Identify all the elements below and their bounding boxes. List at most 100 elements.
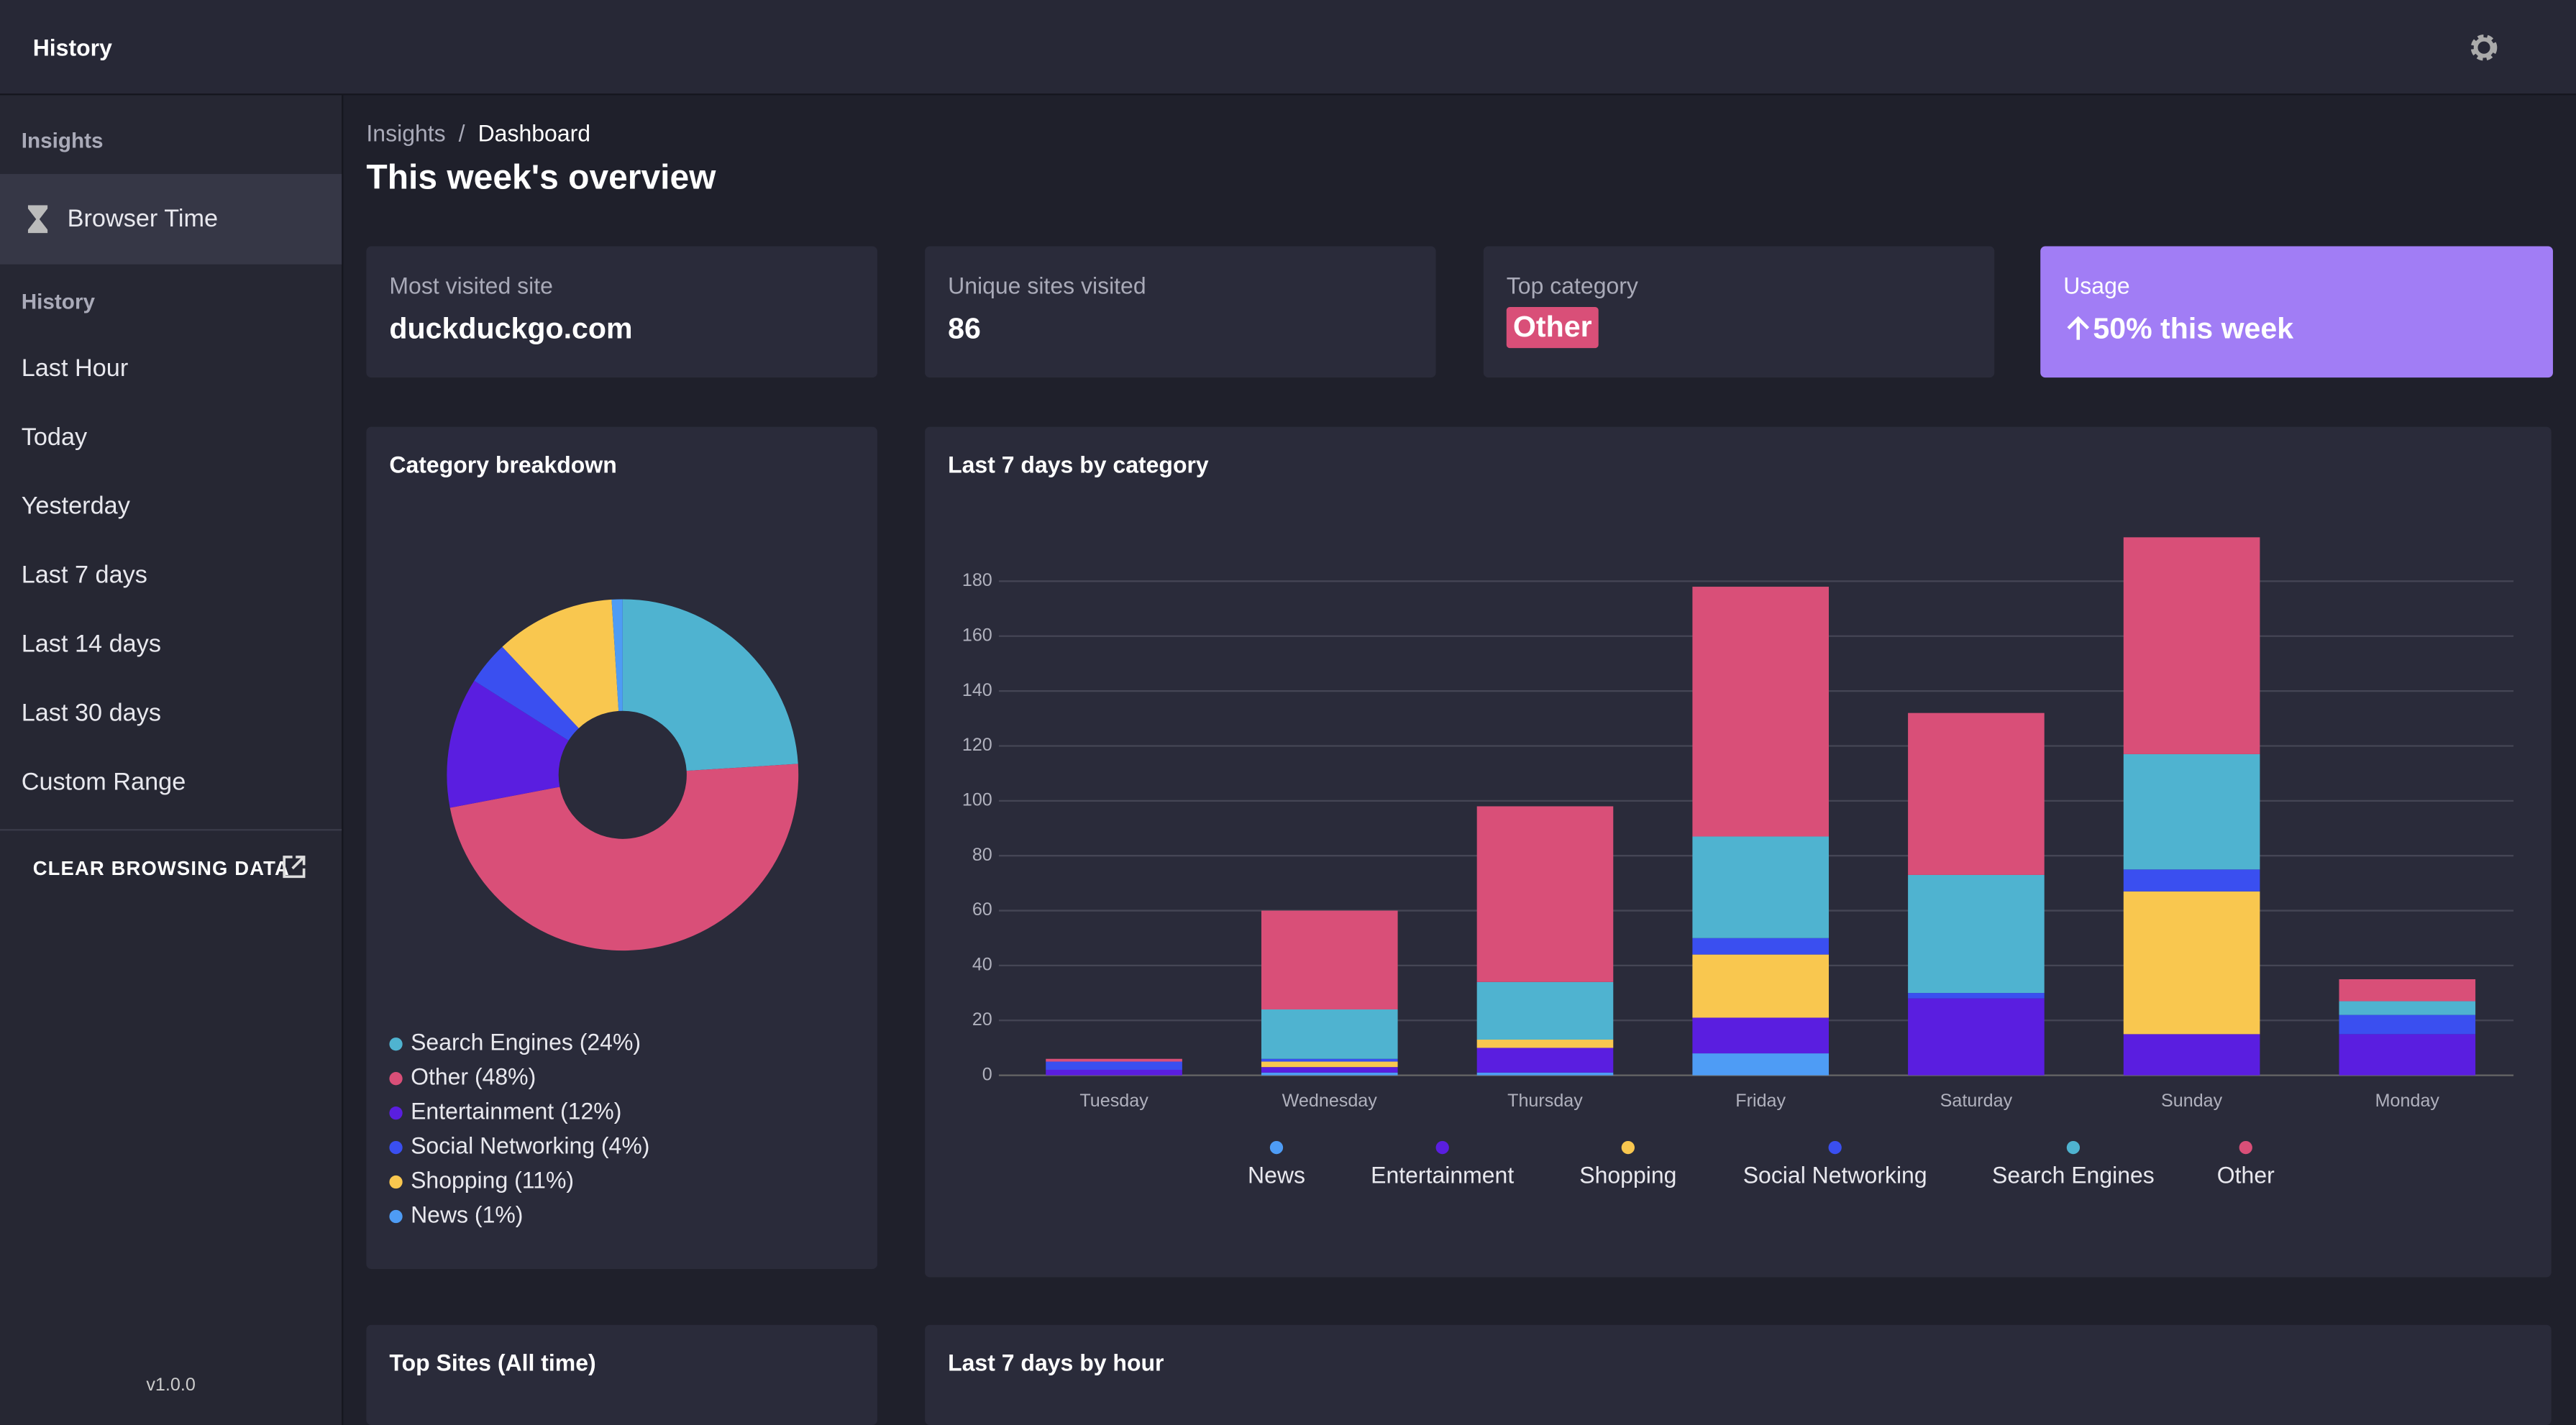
stat-value: 50% this week [2093,311,2294,345]
nav-item[interactable]: Custom Range [21,768,186,797]
legend-marker [1269,1140,1284,1155]
x-tick-label: Thursday [1507,1091,1583,1111]
breadcrumb[interactable]: Insights [366,119,446,147]
bar-segment [1046,1061,1182,1070]
legend-marker [1828,1140,1842,1155]
y-tick-label: 120 [962,735,992,755]
nav-item[interactable]: Browser Time [67,205,219,234]
bar-card: Last 7 days by category 0 20 40 60 80 100 120 1… [925,426,2552,1278]
sidebar: Insights Browser Time History Last Hour T… [0,95,344,1425]
y-tick-label: 140 [962,680,992,700]
legend-label: News [1248,1163,1305,1188]
nav-item[interactable]: Last Hour [21,354,129,383]
nav-item[interactable]: Yesterday [21,492,130,521]
bar-segment [2123,1034,2260,1076]
bar-segment [1261,910,1398,1009]
version: v1.0.0 [146,1375,196,1396]
pie-slice [622,599,798,771]
bar-segment [1692,938,1829,955]
bar-segment [2123,891,2260,1035]
stat-label: Unique sites visited [948,272,1146,299]
legend-marker [389,1209,403,1224]
clear-button[interactable]: CLEAR BROWSING DATA [32,856,290,880]
pie-slice [447,680,569,808]
legend-marker [389,1140,403,1155]
section-title: History [21,288,96,314]
y-tick-label: 0 [982,1064,992,1084]
bar-segment [1692,836,1829,938]
bar-segment [2339,1034,2476,1076]
y-tick-label: 80 [972,845,992,865]
bar-segment [1046,1058,1182,1062]
legend-marker [389,1175,403,1189]
card-title: Last 7 days by category [948,451,1209,478]
legend-label: Shopping [1579,1163,1676,1188]
bar-segment [1908,712,2045,875]
legend-marker [389,1037,403,1051]
legend-label: Shopping (11%) [411,1167,574,1193]
bar-segment [2339,1001,2476,1015]
nav-item[interactable]: Today [21,423,88,452]
bar-segment [1261,1061,1398,1068]
stat-value: 86 [948,311,981,345]
y-tick-label: 180 [962,570,992,590]
card-title: Category breakdown [389,451,617,478]
legend-marker [1621,1140,1635,1155]
bar-segment [1261,1072,1398,1076]
settings-icon[interactable] [2467,31,2500,64]
card-title: Last 7 days by hour [948,1349,1164,1376]
legend-label: Search Engines [1992,1163,2155,1188]
stat-value: duckduckgo.com [389,311,633,345]
nav-item[interactable]: Last 7 days [21,561,147,590]
bar-segment [2339,1014,2476,1035]
x-tick-label: Sunday [2161,1091,2223,1111]
legend-marker [2066,1140,2081,1155]
breadcrumb-separator: / [458,119,465,147]
bar-segment [1692,1053,1829,1076]
legend-label: Social Networking (4%) [411,1133,649,1159]
legend-label: Entertainment [1371,1163,1514,1188]
x-tick-label: Monday [2375,1091,2440,1111]
bar-segment [2123,537,2260,754]
legend-label: Other [2217,1163,2275,1188]
pie-slice [611,599,623,711]
bar-segment [1908,993,2045,999]
card-title: Top Sites (All time) [389,1349,596,1376]
nav-item[interactable]: Last 30 days [21,699,162,728]
bar-segment [2339,979,2476,1002]
divider [0,829,342,831]
bar-segment [1476,806,1614,982]
bar-segment [1692,1017,1829,1054]
x-tick-label: Wednesday [1282,1091,1378,1111]
page-title: This week's overview [366,159,716,198]
top-bar: History [0,0,2576,96]
bar-segment [2123,869,2260,892]
nav-item-active[interactable]: Browser Time [0,174,342,265]
y-tick-label: 160 [962,625,992,645]
breadcrumb: Dashboard [478,119,591,147]
card: Top Sites (All time) [366,1324,877,1425]
card: Last 7 days by hour [925,1324,2552,1425]
stat-label: Most visited site [389,272,553,299]
legend-label: News (1%) [411,1201,523,1227]
app-title: History [32,34,112,61]
y-tick-label: 40 [972,955,992,975]
x-tick-label: Saturday [1940,1091,2013,1111]
external-icon [283,856,306,879]
y-tick-label: 100 [962,789,992,810]
pie-chart: Search Engines (24%) Other (48%) Entertain… [389,599,799,1227]
x-tick-label: Friday [1735,1091,1786,1111]
section-title: Insights [21,128,104,153]
hourglass-icon [27,205,48,234]
arrow-up-icon [2067,316,2090,340]
stat-card: Unique sites visited 86 [925,246,1436,378]
bar-segment [1261,1058,1398,1062]
nav-item[interactable]: Last 14 days [21,630,162,659]
bar-segment [1476,1048,1614,1073]
bar-segment [1476,981,1614,1040]
legend-marker [1435,1140,1449,1155]
pie-slice [474,646,579,741]
breadcrumbs: Insights / Dashboard [366,120,590,147]
